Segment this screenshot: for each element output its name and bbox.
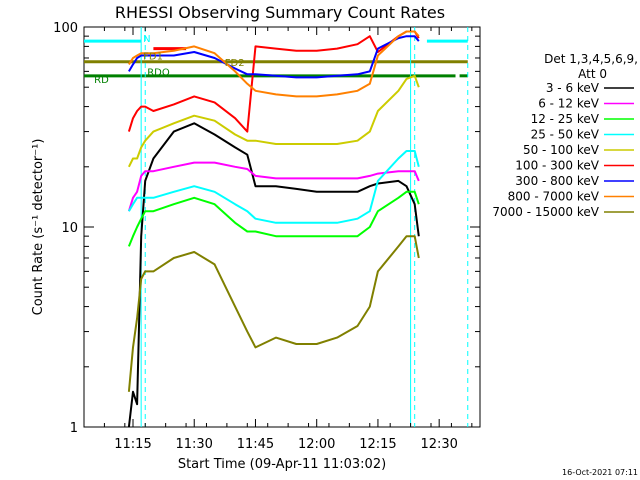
annotation-rdo: RDO (147, 67, 170, 78)
series-lines (127, 30, 420, 428)
legend-label-25-50-kev: 25 - 50 keV (531, 128, 600, 142)
series-25-50-kev (128, 150, 420, 224)
legend-label-300-800-kev: 300 - 800 keV (515, 174, 599, 188)
series-50-100-kev (128, 74, 420, 168)
annotations: N FD1 FD2 RDO RD (94, 34, 244, 86)
x-ticks: 11:15 11:30 11:45 12:00 12:15 12:30 (83, 27, 473, 452)
annotation-fd1: FD1 (143, 52, 163, 63)
x-tick-label: 11:30 (175, 437, 212, 452)
annotation-rd: RD (94, 75, 109, 86)
legend-label-50-100-kev: 50 - 100 keV (523, 143, 600, 157)
legend-label-100-300-kev: 100 - 300 keV (515, 159, 599, 173)
timestamp: 16-Oct-2021 07:11 (562, 468, 638, 477)
x-tick-label: 11:45 (237, 437, 274, 452)
legend-label-800-7000-kev: 800 - 7000 keV (508, 190, 600, 204)
y-tick-label: 10 (61, 221, 78, 236)
annotation-n: N (143, 34, 150, 45)
y-ticks: 1 10 100 (53, 21, 480, 436)
legend-label-7000-15000-kev: 7000 - 15000 keV (492, 205, 599, 219)
legend-label-3-6-kev: 3 - 6 keV (546, 81, 600, 95)
plot-frame (83, 26, 481, 428)
y-tick-label: 100 (53, 21, 78, 36)
y-axis-label: Count Rate (s⁻¹ detector⁻¹) (31, 139, 46, 316)
x-tick-label: 11:15 (114, 437, 151, 452)
series-800-7000-kev (128, 30, 420, 98)
plot-area: N FD1 FD2 RDO RD 11:15 11:30 11:45 12:00 12:15 12… (53, 21, 481, 452)
legend-title-line1: Det 1,3,4,5,6,9, (544, 52, 638, 66)
legend-label-6-12-kev: 6 - 12 keV (538, 97, 600, 111)
annotation-fd2: FD2 (225, 58, 245, 69)
x-tick-label: 12:30 (420, 437, 457, 452)
y-tick-label: 1 (70, 421, 78, 436)
series-100-300-kev (127, 30, 420, 133)
legend: Det 1,3,4,5,6,9, Att 0 3 - 6 keV 6 - 12 k… (492, 52, 638, 219)
series-7000-15000-kev (127, 235, 420, 392)
x-tick-label: 12:00 (298, 437, 335, 452)
series-3-6-kev (127, 122, 420, 428)
legend-title-line2: Att 0 (578, 67, 607, 81)
x-tick-label: 12:15 (359, 437, 396, 452)
series-300-800-kev (128, 35, 420, 79)
series-12-25-kev (127, 190, 420, 247)
x-axis-label: Start Time (09-Apr-11 11:03:02) (178, 457, 386, 472)
legend-label-12-25-kev: 12 - 25 keV (531, 112, 600, 126)
chart-title: RHESSI Observing Summary Count Rates (115, 3, 445, 22)
